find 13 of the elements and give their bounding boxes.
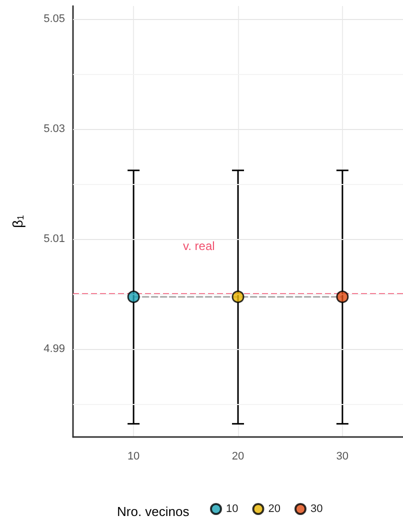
ref-line-label: v. real xyxy=(183,239,215,254)
y-tick-label: 5.03 xyxy=(44,123,65,136)
legend-label: 30 xyxy=(310,503,323,515)
legend-title: Nro. vecinos xyxy=(117,504,190,519)
legend-label: 20 xyxy=(268,503,280,515)
x-tick-label: 10 xyxy=(127,450,140,462)
y-axis-title: β1 xyxy=(10,214,26,228)
y-tick-label: 5.01 xyxy=(44,233,65,246)
y-tick-label: 4.99 xyxy=(44,343,65,356)
x-tick-label: 30 xyxy=(336,450,349,462)
x-tick-label: 20 xyxy=(232,450,244,462)
legend-label: 10 xyxy=(226,503,238,515)
y-tick-label: 5.05 xyxy=(44,13,65,26)
